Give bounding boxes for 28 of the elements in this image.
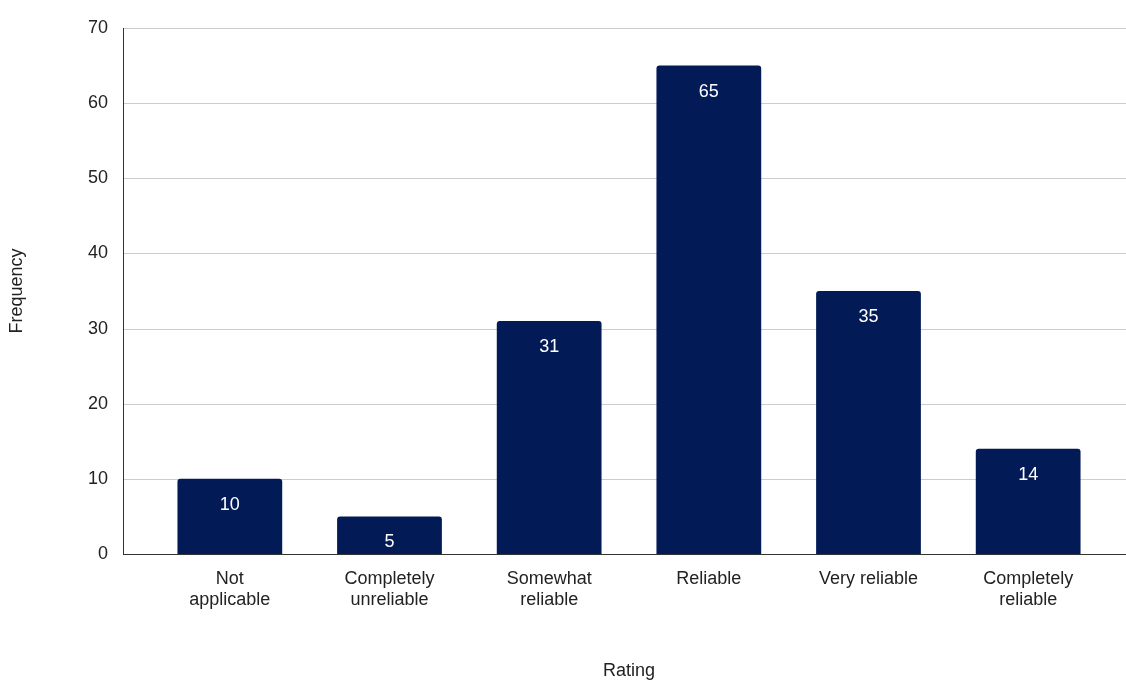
y-tick-label: 50 — [87, 167, 108, 188]
bar — [496, 321, 602, 554]
data-label: 10 — [219, 493, 240, 514]
x-tick-label: Completely reliable — [983, 567, 1074, 610]
y-tick-label: 0 — [97, 542, 108, 563]
y-axis-title: Frequency — [5, 248, 26, 334]
y-tick-label: 10 — [87, 467, 108, 488]
bar — [975, 448, 1081, 554]
data-label: 65 — [698, 80, 719, 101]
y-tick-label: 20 — [87, 392, 108, 413]
x-tick-label: Reliable — [676, 567, 742, 588]
x-tick-label: Somewhat reliable — [506, 567, 592, 610]
bar — [337, 516, 442, 554]
x-tick-label: Completely unreliable — [344, 567, 435, 610]
x-tick-label: Very reliable — [818, 567, 919, 588]
data-label: 5 — [384, 531, 395, 552]
bar — [656, 65, 762, 554]
data-label: 35 — [858, 305, 879, 326]
x-tick-label: Not applicable — [189, 567, 271, 610]
x-axis-title: Rating — [602, 660, 656, 681]
y-tick-label: 30 — [87, 317, 108, 338]
y-tick-label: 60 — [87, 92, 108, 113]
bar — [177, 478, 283, 554]
data-label: 31 — [539, 336, 560, 357]
bar — [816, 291, 921, 554]
y-tick-label: 70 — [87, 16, 108, 37]
y-tick-label: 40 — [87, 242, 108, 263]
data-label: 14 — [1018, 463, 1039, 484]
